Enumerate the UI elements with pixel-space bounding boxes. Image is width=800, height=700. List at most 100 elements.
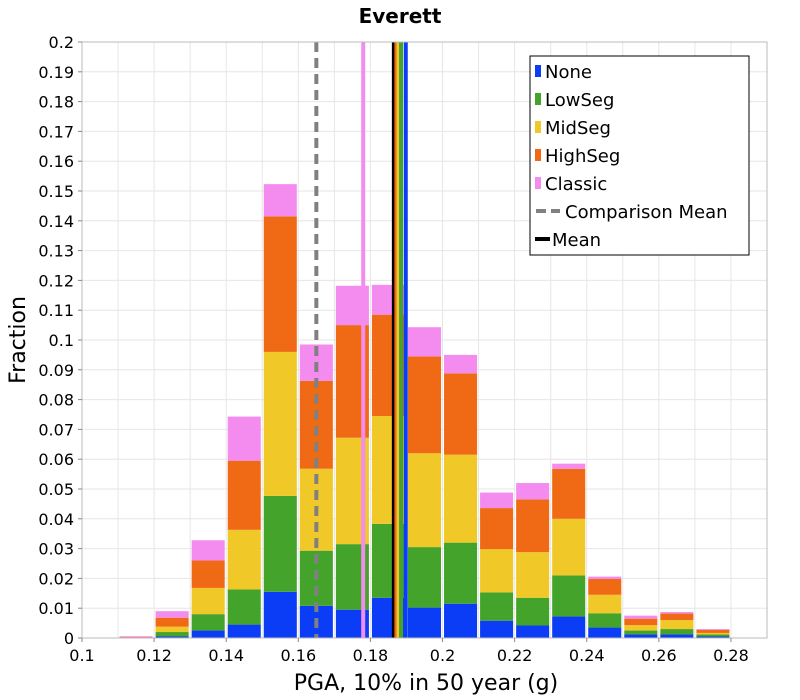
- y-tick-label: 0.09: [38, 361, 74, 380]
- x-tick-label: 0.28: [713, 646, 749, 665]
- bar-segment-classic: [588, 576, 622, 579]
- bar-segment-classic: [227, 416, 261, 461]
- y-tick-label: 0.11: [38, 301, 74, 320]
- x-tick-label: 0.12: [136, 646, 172, 665]
- y-tick-label: 0.17: [38, 122, 74, 141]
- bar-segment-highseg: [480, 508, 514, 550]
- y-tick-label: 0.16: [38, 152, 74, 171]
- bar-segment-none: [552, 616, 586, 638]
- bar-segment-classic: [516, 483, 550, 500]
- bar-segment-none: [588, 627, 622, 638]
- legend-label: Comparison Mean: [565, 202, 728, 223]
- bar-segment-midseg: [227, 529, 261, 590]
- bar-segment-highseg: [660, 613, 694, 621]
- bar-segment-classic: [696, 629, 730, 630]
- x-tick-label: 0.1: [69, 646, 94, 665]
- bar-segment-lowseg: [552, 575, 586, 617]
- y-tick-label: 0.03: [38, 540, 74, 559]
- bar-segment-highseg: [407, 356, 442, 454]
- y-tick-label: 0.13: [38, 242, 74, 261]
- legend-label: HighSeg: [545, 146, 620, 167]
- bar-segment-none: [155, 636, 189, 638]
- x-axis-ticks: 0.1 0.12 0.14 0.16 0.18 0.2 0.22 0.24 0.26 0.28: [69, 638, 749, 665]
- chart-title: Everett: [359, 4, 442, 28]
- x-tick-label: 0.18: [353, 646, 389, 665]
- bar-segment-classic: [624, 615, 658, 619]
- bar-segment-none: [516, 625, 550, 638]
- y-tick-label: 0.04: [38, 510, 74, 529]
- bar-segment-classic: [191, 540, 225, 561]
- x-tick-label: 0.14: [208, 646, 244, 665]
- y-tick-label: 0.15: [38, 182, 74, 201]
- bar-segment-none: [407, 607, 442, 638]
- legend-label: Mean: [552, 230, 601, 251]
- bar-segment-highseg: [516, 499, 550, 553]
- x-axis-label: PGA, 10% in 50 year (g): [294, 671, 558, 696]
- bar-segment-lowseg: [191, 614, 225, 631]
- bar-segment-lowseg: [480, 592, 514, 621]
- bar-segment-lowseg: [516, 597, 550, 626]
- bar-segment-none: [227, 624, 261, 638]
- y-tick-label: 0.1: [49, 331, 74, 350]
- bar-segment-classic: [480, 492, 514, 509]
- bar-segment-highseg: [696, 629, 730, 633]
- y-axis-label: Fraction: [6, 296, 31, 384]
- y-tick-label: 0: [64, 629, 74, 648]
- bar-segment-highseg: [227, 460, 261, 530]
- bar-segment-classic: [660, 612, 694, 614]
- bar-segment-midseg: [624, 625, 658, 631]
- bar-segment-lowseg: [588, 613, 622, 628]
- x-tick-label: 0.26: [641, 646, 677, 665]
- legend-label: LowSeg: [545, 90, 614, 111]
- bar-segment-classic: [552, 463, 586, 469]
- bar-segment-lowseg: [444, 542, 478, 604]
- bar-segment-midseg: [516, 552, 550, 598]
- y-tick-label: 0.14: [38, 212, 74, 231]
- bar-segment-midseg: [696, 632, 730, 635]
- legend-label: None: [545, 62, 592, 83]
- mean-lines: [314, 42, 408, 638]
- bar-segment-none: [480, 620, 514, 638]
- bar-segment-classic: [119, 636, 153, 638]
- bar-segment-classic: [407, 327, 442, 357]
- bar-segment-highseg: [155, 617, 189, 627]
- y-tick-label: 0.05: [38, 480, 74, 499]
- x-tick-label: 0.24: [569, 646, 605, 665]
- bar-segment-classic: [263, 184, 297, 217]
- bar-segment-lowseg: [407, 547, 442, 608]
- bar-segment-lowseg: [624, 630, 658, 635]
- legend-label: MidSeg: [545, 118, 611, 139]
- bar-segment-lowseg: [263, 495, 297, 592]
- bar-segment-midseg: [263, 351, 297, 496]
- x-tick-label: 0.2: [430, 646, 455, 665]
- y-tick-label: 0.06: [38, 450, 74, 469]
- bar-segment-midseg: [660, 620, 694, 630]
- bar-segment-highseg: [588, 578, 622, 595]
- bar-segment-midseg: [444, 454, 478, 543]
- legend-swatch: [535, 93, 541, 105]
- y-axis-ticks: 0 0.01 0.02 0.03 0.04 0.05 0.06 0.07 0.08 0.09 0.1…: [38, 33, 82, 648]
- bar-segment-none: [191, 630, 225, 638]
- bar-segment-highseg: [444, 373, 478, 455]
- bar-segment-midseg: [407, 453, 442, 548]
- bar-segment-lowseg: [660, 629, 694, 635]
- bar-segment-midseg: [191, 587, 225, 615]
- bar-segment-lowseg: [155, 632, 189, 637]
- bar-segment-none: [444, 603, 478, 638]
- y-tick-label: 0.02: [38, 569, 74, 588]
- bar-segment-midseg: [155, 626, 189, 633]
- legend-swatch: [535, 121, 541, 133]
- y-tick-label: 0.2: [49, 33, 74, 52]
- legend-swatch: [535, 149, 541, 161]
- y-tick-label: 0.07: [38, 420, 74, 439]
- bar-segment-midseg: [552, 518, 586, 576]
- legend-box: [529, 55, 750, 256]
- bar-segment-highseg: [191, 560, 225, 588]
- bar-segment-none: [263, 591, 297, 638]
- bar-segment-highseg: [624, 618, 658, 626]
- bar-segment-midseg: [480, 549, 514, 593]
- y-tick-label: 0.18: [38, 93, 74, 112]
- bar-segment-highseg: [263, 216, 297, 352]
- bar-segment-lowseg: [696, 634, 730, 637]
